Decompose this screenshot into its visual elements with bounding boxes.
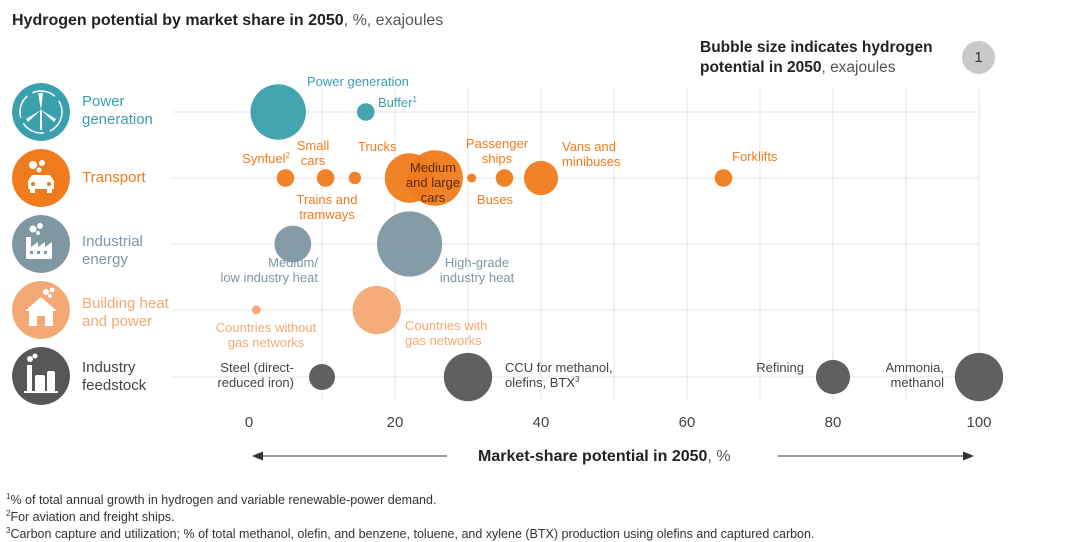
legend-bubble: 1 [962, 41, 995, 74]
bubble [316, 169, 335, 187]
x-tick-label: 100 [966, 414, 991, 431]
bubble [251, 305, 261, 315]
arrow-left-icon [252, 451, 263, 461]
bubble-label: Synfuel2 [242, 151, 290, 166]
bubble [407, 150, 463, 206]
x-tick-label: 0 [245, 414, 253, 431]
bubble-label: Countries with gas networks [405, 318, 487, 348]
bubble-label: Buffer1 [378, 95, 417, 110]
wind-turbine-icon [12, 83, 70, 141]
arrow-right-icon [963, 451, 974, 461]
bubble-label: Buses [477, 192, 514, 207]
footnote-1: 1% of total annual growth in hydrogen an… [6, 492, 437, 508]
bubble-label: Medium and large cars [406, 160, 460, 205]
factory-icon [12, 215, 70, 273]
bubble [815, 359, 851, 395]
bubble-label: Countries without gas networks [216, 320, 317, 350]
x-tick-label: 80 [825, 414, 842, 431]
bubble [714, 169, 733, 187]
x-tick-label: 20 [387, 414, 404, 431]
bubble [308, 363, 336, 391]
footnote-3: 3Carbon capture and utilization; % of to… [6, 526, 815, 542]
bubble [276, 169, 295, 187]
bubble-label: CCU for methanol, olefins, BTX3 [505, 360, 613, 390]
x-tick-label: 60 [679, 414, 696, 431]
bubble-label: Steel (direct-reduced iron) [217, 360, 294, 390]
bubble-label: Refining [756, 360, 804, 375]
x-axis-title: Market-share potential in 2050, % [478, 448, 731, 465]
bubble-label: Ammonia, methanol [885, 360, 944, 390]
bubble [443, 352, 493, 402]
bubble-label: Trucks [358, 139, 397, 154]
bubble-label: Medium/low industry heat [220, 255, 318, 285]
x-tick-label: 40 [533, 414, 550, 431]
bubble-size-legend: Bubble size indicates hydrogen potential… [700, 39, 933, 76]
bubble-label: Trains and tramways [297, 192, 358, 222]
bubble-label: High-grade industry heat [440, 255, 515, 285]
house-icon [12, 281, 70, 339]
bubble-label: Small cars [297, 138, 330, 168]
bubble [377, 211, 443, 277]
chart-title: Hydrogen potential by market share in 20… [12, 12, 444, 29]
bubble [467, 173, 477, 183]
car-icon [12, 149, 70, 207]
bubble [352, 285, 401, 335]
bubble [523, 160, 559, 196]
bubble [348, 171, 362, 185]
bubble [495, 169, 514, 187]
footnote-2: 2For aviation and freight ships. [6, 509, 175, 525]
refinery-icon [12, 347, 70, 405]
bubble-label: Power generation [307, 74, 409, 89]
bubble [274, 225, 312, 263]
bubble [250, 84, 306, 140]
bubble [954, 352, 1004, 402]
bubble [357, 103, 375, 121]
bubble-label: Vans and minibuses [562, 139, 621, 169]
bubble-label: Forklifts [732, 149, 778, 164]
bubble-label: Passenger ships [466, 136, 529, 166]
